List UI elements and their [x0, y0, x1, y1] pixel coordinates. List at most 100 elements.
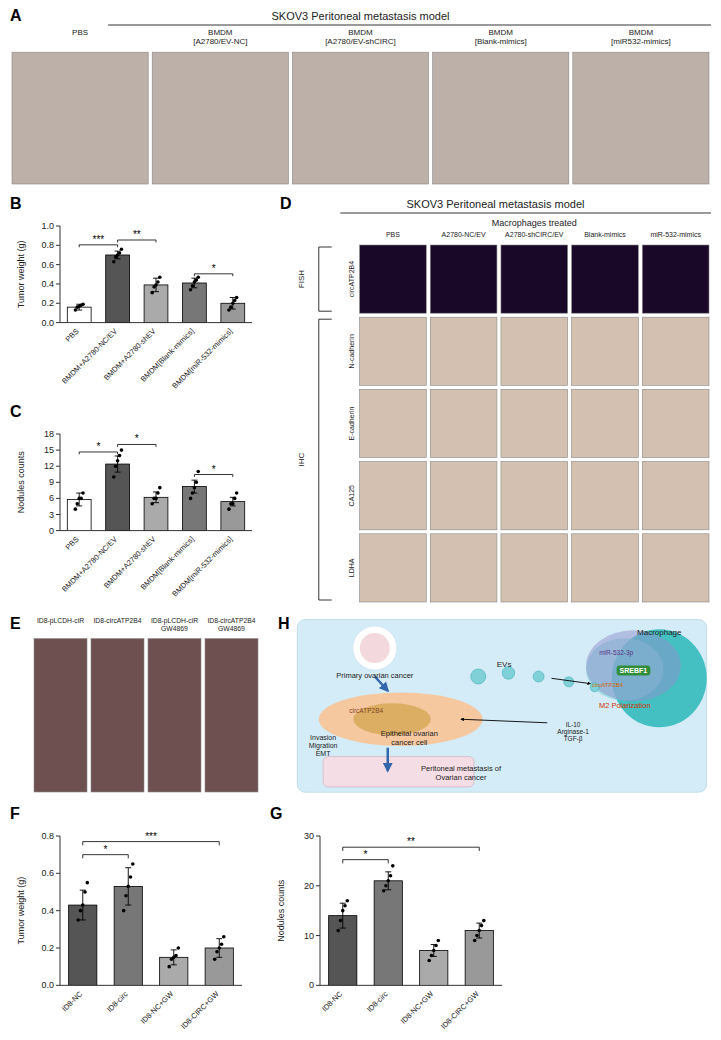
- y-tick-label: 0.4: [41, 906, 54, 916]
- error-bar: [153, 278, 159, 292]
- text-line: 0.6: [41, 868, 54, 878]
- text-line: 0.8: [41, 240, 54, 250]
- text-line: ID8-NC: [320, 989, 344, 1013]
- image-placeholder: [572, 534, 639, 602]
- x-tick-label: ID8-NC+GW: [399, 989, 436, 1026]
- y-tick-label: 0.6: [41, 260, 54, 270]
- text-line: ID8-NC+GW: [139, 989, 176, 1026]
- column-label: ID8-circATP2B4GW4869: [207, 617, 255, 632]
- y-tick: [56, 482, 60, 483]
- image-placeholder: [572, 462, 639, 530]
- y-tick: [316, 836, 320, 837]
- text-line: [miR532-mimics]: [611, 37, 671, 46]
- y-tick: [56, 873, 60, 874]
- diagram-label: miR-532-3p: [599, 649, 633, 657]
- diagram-label: SREBF1: [620, 667, 648, 674]
- data-point: [346, 899, 350, 903]
- image-placeholder: [12, 52, 148, 184]
- significance-bracket: [118, 444, 156, 446]
- column-label: ID8-pLCDH-ciRGW4869: [151, 617, 198, 632]
- y-tick: [56, 514, 60, 515]
- bar: [106, 255, 130, 323]
- y-tick-label: 0.2: [41, 298, 54, 308]
- text-line: circATP2B4: [348, 261, 355, 298]
- text-line: BMDM: [348, 28, 373, 37]
- y-tick-label: 0.8: [41, 240, 54, 250]
- error-cap: [191, 480, 197, 481]
- significance-label: **: [407, 836, 415, 847]
- error-bar: [76, 493, 82, 506]
- text-line: 10: [304, 931, 314, 941]
- data-point: [177, 946, 181, 950]
- error-cap: [340, 903, 346, 904]
- y-tick: [316, 935, 320, 936]
- panel-letter: G: [270, 805, 282, 822]
- text-line: Blank-mimics: [584, 231, 626, 238]
- text-line: E: [10, 615, 21, 632]
- y-tick: [56, 322, 60, 323]
- image-placeholder: [572, 245, 639, 313]
- bar: [106, 464, 130, 531]
- organ-shape: [360, 633, 390, 663]
- y-tick: [56, 303, 60, 304]
- text-line: *: [212, 464, 216, 475]
- text-line: ID8-circ: [365, 989, 390, 1014]
- y-tick-label: 0.6: [41, 868, 54, 878]
- error-bar: [76, 304, 82, 310]
- data-point: [81, 903, 85, 907]
- y-tick: [316, 985, 320, 986]
- significance-label: *: [96, 441, 100, 452]
- significance-bracket: [194, 475, 232, 477]
- data-point: [231, 502, 235, 506]
- text-line: 0.8: [41, 831, 54, 841]
- diagram-background: [297, 620, 706, 793]
- data-point: [477, 929, 481, 933]
- image-placeholder: [360, 389, 427, 457]
- text-line: 0.6: [41, 260, 54, 270]
- diagram-label: circATP2B4: [592, 682, 624, 688]
- text-line: [Blank-mimics]: [475, 37, 527, 46]
- significance-label: *: [212, 464, 216, 475]
- data-point: [215, 950, 219, 954]
- data-point: [473, 939, 477, 943]
- text-line: BMDM: [208, 28, 233, 37]
- y-axis: [320, 836, 321, 985]
- data-point: [120, 247, 124, 251]
- image-placeholder: [573, 52, 709, 184]
- text-line: *: [135, 433, 139, 444]
- vesicle: [533, 671, 544, 682]
- group-bracket: [319, 319, 332, 600]
- image-placeholder: [360, 462, 427, 530]
- error-cap: [171, 964, 177, 965]
- diagram-label: Primary ovarian cancer: [336, 671, 414, 680]
- text-line: BMDM[miR-532-mimics]: [170, 535, 234, 599]
- column-label: BMDM[A2780/EV-shCIRC]: [325, 28, 396, 46]
- text-line: ID8-pLCDH-ciR: [37, 617, 84, 625]
- diagram-label: InvasionMigrationEMT: [309, 734, 338, 757]
- text-line: 0: [309, 980, 314, 990]
- error-cap: [76, 505, 82, 506]
- text-line: 6: [49, 493, 54, 503]
- bar: [374, 881, 402, 986]
- bar: [182, 283, 206, 323]
- data-point: [114, 464, 118, 468]
- text-line: *: [104, 844, 108, 855]
- text-line: BMDM: [488, 28, 513, 37]
- text-line: 0.2: [41, 298, 54, 308]
- plot-area: [69, 862, 234, 985]
- text-line: circATP2B4: [592, 682, 624, 688]
- image-placeholder: [430, 317, 497, 385]
- text-line: 18: [44, 429, 54, 439]
- organ-circle: [353, 626, 397, 670]
- panel-letter: A: [10, 7, 22, 24]
- text-line: Nodules counts: [276, 879, 286, 942]
- text-line: 3: [49, 510, 54, 520]
- y-tick-label: 0.2: [41, 943, 54, 953]
- data-point: [389, 874, 393, 878]
- panel-letter: B: [10, 195, 22, 212]
- text-line: ***: [145, 831, 157, 842]
- image-placeholder: [430, 462, 497, 530]
- y-tick-label: 0.0: [41, 318, 54, 328]
- text-line: 0.4: [41, 906, 54, 916]
- data-point: [195, 481, 199, 485]
